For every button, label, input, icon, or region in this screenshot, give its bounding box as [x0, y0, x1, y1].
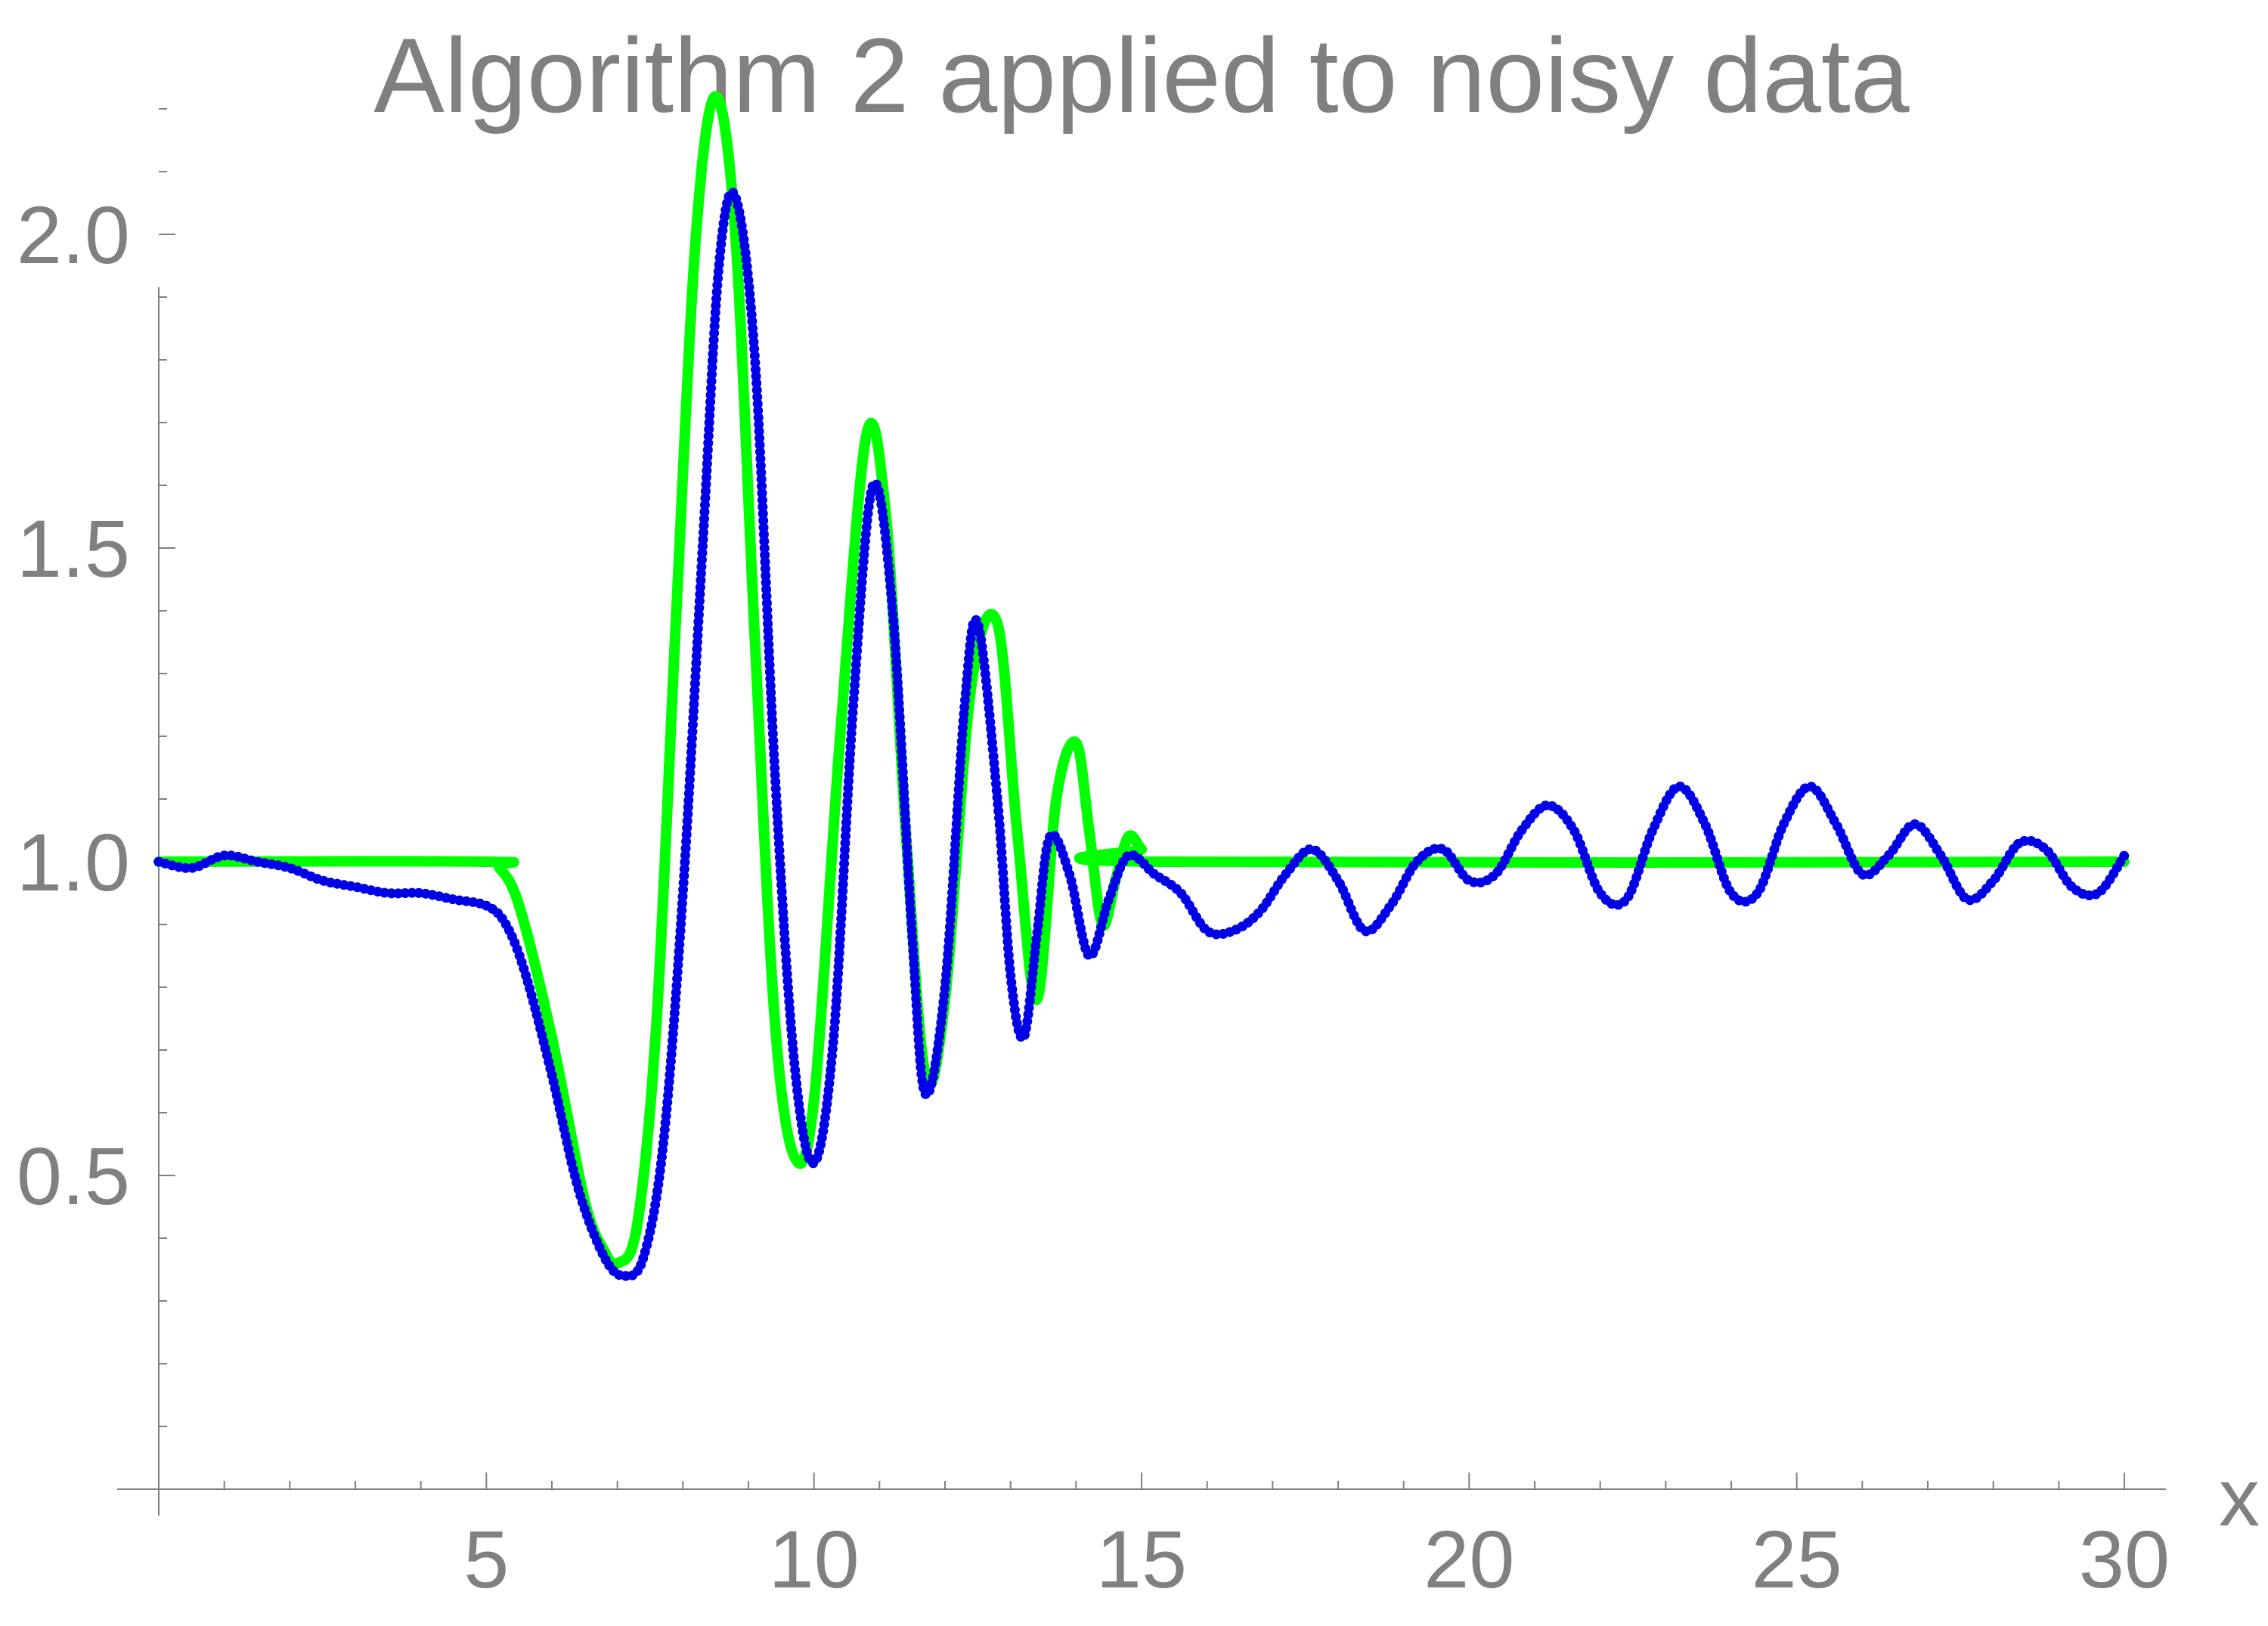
- series-layer: [153, 91, 2130, 1281]
- series-line-reconstructed: [153, 187, 2130, 1281]
- y-tick-label: 2.0: [17, 189, 130, 280]
- x-axis-label: x: [2219, 1451, 2260, 1543]
- y-tick-label: 1.0: [17, 816, 130, 908]
- series-line-exact: [153, 91, 2130, 1270]
- x-tick-label: 5: [463, 1513, 509, 1605]
- chart-title: Algorithm 2 applied to noisy data: [373, 16, 1909, 135]
- y-tick-label: 0.5: [17, 1130, 130, 1222]
- x-tick-label: 20: [1424, 1513, 1514, 1605]
- x-tick-label: 30: [2079, 1513, 2170, 1605]
- x-tick-label: 10: [769, 1513, 860, 1605]
- y-tick-label: 1.5: [17, 503, 130, 594]
- x-tick-label: 15: [1096, 1513, 1187, 1605]
- x-tick-label: 25: [1752, 1513, 1842, 1605]
- axes: 5 10 15 20 25 30 0.5 1.0 1.5 2.0: [17, 108, 2170, 1605]
